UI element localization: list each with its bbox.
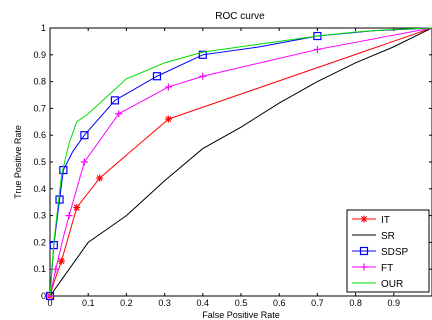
legend-label: FT (381, 263, 393, 274)
series-our (49, 27, 432, 297)
y-axis-label: True Positive Rate (13, 125, 23, 199)
data-point-ft (199, 72, 207, 80)
x-tick-label: 0.7 (311, 298, 324, 308)
y-tick-label: 0.6 (33, 130, 46, 140)
data-point-ft (115, 110, 123, 118)
x-tick-label: 0.4 (197, 298, 210, 308)
x-tick-label: 0.2 (120, 298, 133, 308)
data-point-ft (313, 45, 321, 53)
legend-entry-our: OUR (352, 279, 403, 290)
data-point-sdsp (80, 131, 89, 140)
data-point-ft (164, 83, 172, 91)
data-point-sdsp (152, 72, 162, 81)
data-point-it (96, 174, 104, 182)
legend-label: OUR (381, 279, 403, 290)
data-point-sdsp (198, 50, 207, 59)
y-tick-label: 1 (41, 23, 46, 33)
y-tick-label: 0.9 (33, 50, 46, 60)
x-tick-label: 0.9 (388, 298, 401, 308)
y-tick-label: 0.1 (33, 264, 46, 274)
legend-entry-it: IT (352, 215, 390, 226)
series-line-ft (49, 27, 432, 297)
y-tick-label: 0.7 (33, 103, 46, 113)
legend-label: SR (381, 231, 395, 242)
legend-entry-ft: FT (352, 263, 393, 274)
data-point-ft (80, 158, 88, 166)
x-tick-label: 0.1 (82, 298, 95, 308)
chart-title: ROC curve (215, 11, 265, 22)
legend-label: IT (381, 215, 390, 226)
series-layer (45, 27, 432, 301)
x-axis-label: False Positive Rate (202, 310, 280, 320)
x-tick-label: 0.8 (349, 298, 362, 308)
series-sr (49, 27, 432, 297)
legend-label: SDSP (381, 247, 409, 258)
y-tick-label: 0.3 (33, 211, 46, 221)
data-point-ft (52, 265, 60, 273)
y-tick-label: 0.5 (33, 157, 46, 167)
data-point-it (57, 257, 65, 265)
legend-marker (360, 263, 368, 271)
series-line-sr (49, 27, 432, 297)
y-tick-label: 0.4 (33, 184, 46, 194)
data-point-ft (65, 212, 73, 220)
legend-marker (359, 246, 369, 256)
legend-entry-sr: SR (352, 231, 395, 242)
legend: IT SR SDSP FT OUR (346, 209, 430, 293)
legend-entry-sdsp: SDSP (352, 246, 409, 258)
x-tick-label: 0.3 (158, 298, 171, 308)
legend-marker (360, 215, 368, 223)
y-tick-label: 0.8 (33, 77, 46, 87)
series-line-our (49, 27, 432, 297)
x-tick-label: 0.5 (235, 298, 248, 308)
y-tick-label: 0.2 (33, 237, 46, 247)
data-point-it (164, 115, 172, 123)
axis-ticks: 0 0.1 0.2 0.3 0.4 0.5 0.6 0.7 0.8 0.9 0 0.1 0.2 0.3 0.… (33, 23, 432, 308)
x-tick-label: 0 (47, 298, 52, 308)
data-point-it (73, 204, 81, 212)
data-point-sdsp (110, 96, 120, 105)
y-tick-label: 0 (41, 291, 46, 301)
x-tick-label: 0.6 (273, 298, 286, 308)
series-it (46, 27, 432, 300)
